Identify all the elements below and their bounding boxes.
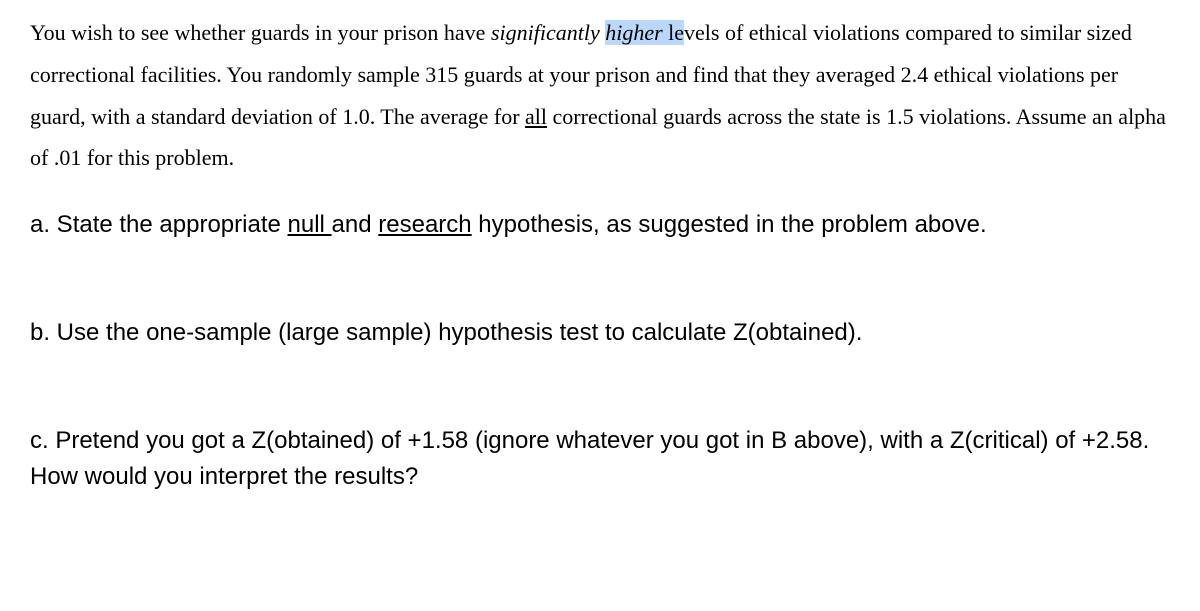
intro-italic-highlight: higher [605, 20, 662, 45]
intro-text-1: You wish to see whether guards in your p… [30, 20, 491, 45]
question-a: a. State the appropriate null and resear… [30, 207, 1170, 243]
qa-mid: and [332, 211, 379, 238]
qa-prefix: a. State the appropriate [30, 211, 288, 238]
intro-italic-1: significantly [491, 20, 605, 45]
intro-highlight-tail: le [663, 20, 684, 45]
qa-suffix: hypothesis, as suggested in the problem … [472, 211, 987, 238]
qa-underline-research: research [378, 211, 471, 238]
intro-underline-all: all [525, 104, 547, 129]
document-body: You wish to see whether guards in your p… [0, 0, 1200, 495]
question-c: c. Pretend you got a Z(obtained) of +1.5… [30, 423, 1170, 495]
problem-statement: You wish to see whether guards in your p… [30, 12, 1170, 179]
qa-underline-null: null [288, 211, 332, 238]
question-b: b. Use the one-sample (large sample) hyp… [30, 315, 1170, 351]
